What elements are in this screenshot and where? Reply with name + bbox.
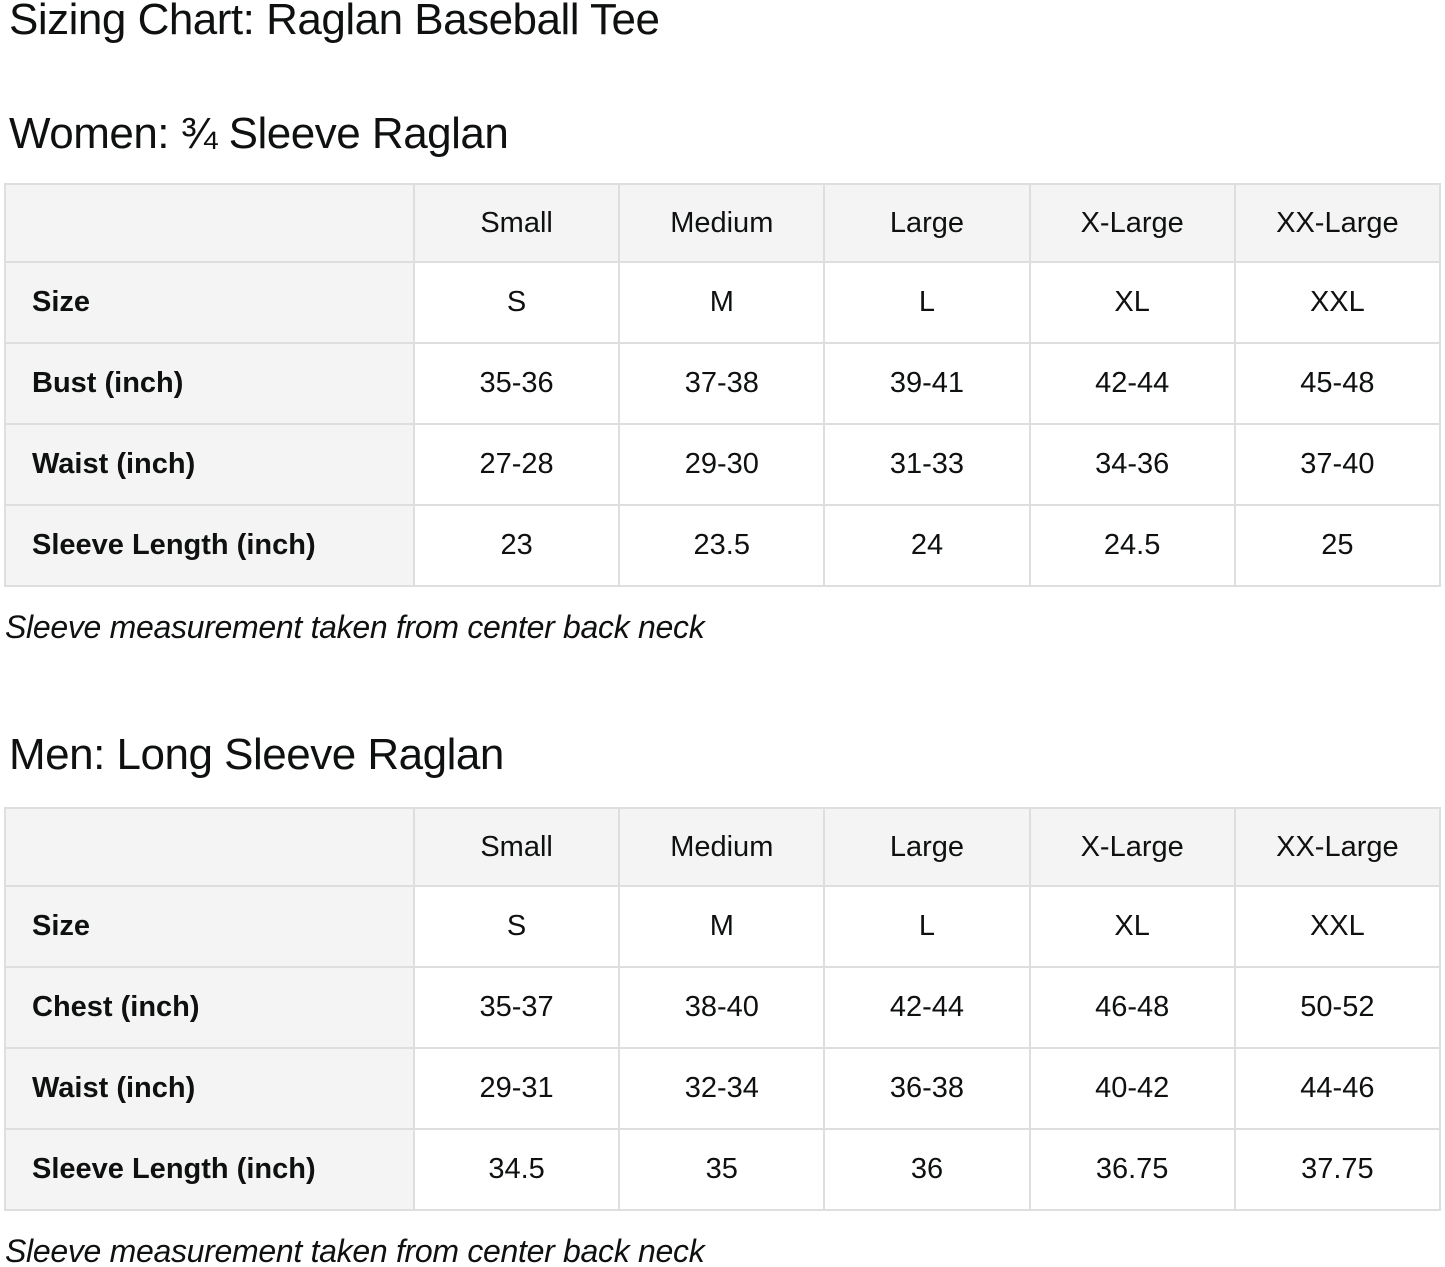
row-label: Waist (inch) (4, 423, 415, 506)
men-row-chest: Chest (inch) 35-37 38-40 42-44 46-48 50-… (4, 966, 1442, 1049)
table-cell: XXL (1233, 885, 1442, 968)
table-cell: 34.5 (412, 1128, 621, 1211)
table-cell: 29-30 (618, 423, 826, 506)
table-cell: 42-44 (823, 966, 1031, 1049)
table-cell: 23 (412, 504, 621, 587)
women-row-bust: Bust (inch) 35-36 37-38 39-41 42-44 45-4… (4, 342, 1442, 425)
women-sizing-table: Small Medium Large X-Large XX-Large Size… (4, 183, 1442, 587)
women-row-sleeve-length: Sleeve Length (inch) 23 23.5 24 24.5 25 (4, 504, 1442, 587)
row-label: Waist (inch) (4, 1047, 415, 1130)
corner-cell (4, 183, 415, 263)
men-row-sleeve-length: Sleeve Length (inch) 34.5 35 36 36.75 37… (4, 1128, 1442, 1211)
men-section: Men: Long Sleeve Raglan Small Medium Lar… (4, 727, 1442, 1267)
table-cell: 35-36 (412, 342, 621, 425)
column-header-xlarge: X-Large (1028, 807, 1236, 887)
table-cell: XL (1028, 885, 1236, 968)
column-header-large: Large (823, 807, 1031, 887)
table-cell: 37.75 (1233, 1128, 1442, 1211)
table-cell: XL (1028, 261, 1236, 344)
men-sleeve-measurement-note: Sleeve measurement taken from center bac… (5, 1233, 705, 1267)
table-cell: 24 (823, 504, 1031, 587)
men-header-row: Small Medium Large X-Large XX-Large (4, 807, 1442, 887)
table-cell: 36.75 (1028, 1128, 1236, 1211)
women-sleeve-measurement-note: Sleeve measurement taken from center bac… (5, 609, 705, 645)
table-cell: S (412, 885, 621, 968)
table-cell: M (618, 885, 826, 968)
corner-cell (4, 807, 415, 887)
men-section-heading: Men: Long Sleeve Raglan (9, 730, 504, 779)
table-cell: 45-48 (1233, 342, 1442, 425)
table-cell: 42-44 (1028, 342, 1236, 425)
table-cell: 24.5 (1028, 504, 1236, 587)
table-cell: 31-33 (823, 423, 1031, 506)
table-cell: 36 (823, 1128, 1031, 1211)
table-cell: L (823, 885, 1031, 968)
table-cell: 38-40 (618, 966, 826, 1049)
table-cell: 36-38 (823, 1047, 1031, 1130)
column-header-small: Small (412, 807, 621, 887)
table-cell: 37-38 (618, 342, 826, 425)
table-cell: 40-42 (1028, 1047, 1236, 1130)
table-cell: 35-37 (412, 966, 621, 1049)
table-cell: 50-52 (1233, 966, 1442, 1049)
men-row-size: Size S M L XL XXL (4, 885, 1442, 968)
column-header-xlarge: X-Large (1028, 183, 1236, 263)
table-cell: 32-34 (618, 1047, 826, 1130)
table-cell: S (412, 261, 621, 344)
table-cell: 46-48 (1028, 966, 1236, 1049)
table-cell: 29-31 (412, 1047, 621, 1130)
women-section-heading: Women: ¾ Sleeve Raglan (9, 109, 509, 158)
table-cell: 37-40 (1233, 423, 1442, 506)
column-header-small: Small (412, 183, 621, 263)
table-cell: L (823, 261, 1031, 344)
table-cell: 44-46 (1233, 1047, 1442, 1130)
column-header-large: Large (823, 183, 1031, 263)
women-row-size: Size S M L XL XXL (4, 261, 1442, 344)
table-cell: 27-28 (412, 423, 621, 506)
table-cell: 35 (618, 1128, 826, 1211)
table-cell: 25 (1233, 504, 1442, 587)
page-title: Sizing Chart: Raglan Baseball Tee (9, 0, 660, 44)
row-label: Sleeve Length (inch) (4, 1128, 415, 1211)
table-cell: 39-41 (823, 342, 1031, 425)
column-header-medium: Medium (618, 807, 826, 887)
women-section: Women: ¾ Sleeve Raglan Small Medium Larg… (4, 106, 1442, 647)
table-cell: M (618, 261, 826, 344)
row-label: Bust (inch) (4, 342, 415, 425)
women-row-waist: Waist (inch) 27-28 29-30 31-33 34-36 37-… (4, 423, 1442, 506)
column-header-xxlarge: XX-Large (1233, 807, 1442, 887)
women-header-row: Small Medium Large X-Large XX-Large (4, 183, 1442, 263)
row-label: Size (4, 261, 415, 344)
men-sizing-table: Small Medium Large X-Large XX-Large Size… (4, 807, 1442, 1211)
table-cell: XXL (1233, 261, 1442, 344)
row-label: Chest (inch) (4, 966, 415, 1049)
men-row-waist: Waist (inch) 29-31 32-34 36-38 40-42 44-… (4, 1047, 1442, 1130)
row-label: Size (4, 885, 415, 968)
column-header-medium: Medium (618, 183, 826, 263)
row-label: Sleeve Length (inch) (4, 504, 415, 587)
table-cell: 34-36 (1028, 423, 1236, 506)
column-header-xxlarge: XX-Large (1233, 183, 1442, 263)
table-cell: 23.5 (618, 504, 826, 587)
